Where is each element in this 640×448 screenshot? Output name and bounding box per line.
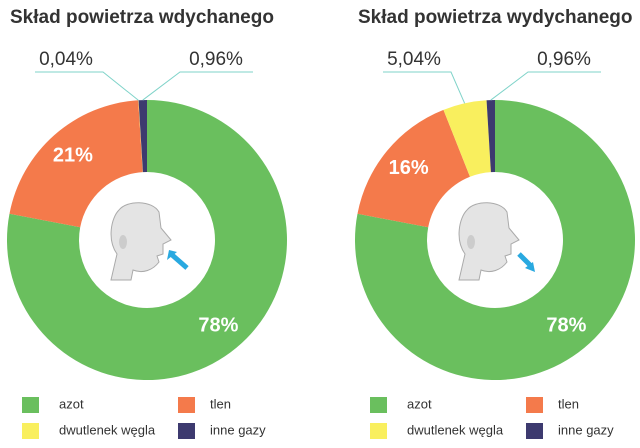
- slice: [486, 100, 495, 173]
- legend-swatch: [178, 423, 195, 439]
- slice: [355, 100, 636, 380]
- legend-label: dwutlenek węgla: [59, 422, 156, 437]
- legend-label: dwutlenek węgla: [407, 422, 504, 437]
- callout-label: 0,96%: [537, 49, 591, 70]
- chart-title: Skład powietrza wdychanego: [10, 7, 274, 28]
- legend-label: tlen: [558, 396, 579, 411]
- legend-label: inne gazy: [558, 422, 614, 437]
- legend-swatch: [370, 397, 387, 413]
- slice: [138, 100, 143, 173]
- legend-label: azot: [59, 396, 84, 411]
- legend-swatch: [22, 397, 39, 413]
- labels: Skład powietrza wdychanego 78% 21% 0,04% 0,9…: [10, 7, 633, 439]
- value-label: 16%: [389, 157, 429, 179]
- legend-label: tlen: [210, 396, 231, 411]
- legend-swatch: [22, 423, 39, 439]
- face-icon-right: [458, 202, 535, 281]
- callout-line: [383, 71, 466, 104]
- slice: [6, 100, 287, 380]
- callout-label: 0,04%: [39, 49, 93, 70]
- value-label: 78%: [546, 315, 586, 337]
- slice: [138, 100, 147, 173]
- plots: [6, 100, 636, 380]
- callout-line: [490, 71, 601, 101]
- value-label: 21%: [53, 144, 93, 166]
- legend-swatch: [526, 397, 543, 413]
- legend-label: inne gazy: [210, 422, 266, 437]
- face-icon-left: [110, 202, 189, 281]
- value-label: 78%: [198, 315, 238, 337]
- slice: [443, 100, 491, 177]
- callout-label: 5,04%: [387, 49, 441, 70]
- legend-swatch: [178, 397, 195, 413]
- slice: [357, 109, 470, 228]
- legend-label: azot: [407, 396, 432, 411]
- chart-title: Skład powietrza wydychanego: [358, 7, 633, 28]
- callout-line: [35, 71, 139, 101]
- legend-swatch: [370, 423, 387, 439]
- slice: [9, 100, 143, 228]
- callout-label: 0,96%: [189, 49, 243, 70]
- callout-line: [142, 71, 253, 101]
- legend-swatch: [526, 423, 543, 439]
